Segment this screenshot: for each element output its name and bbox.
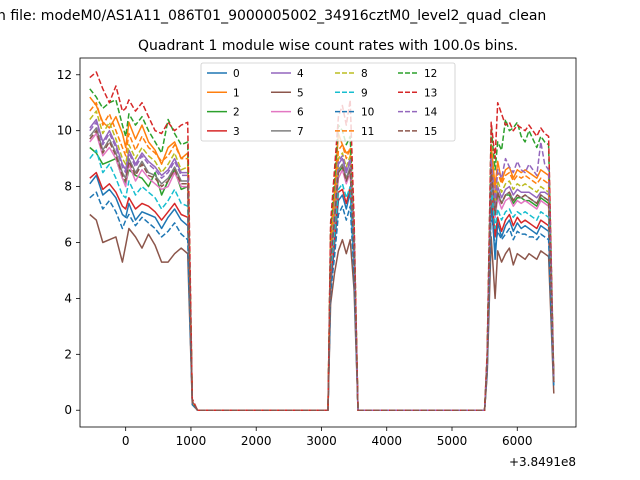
legend-label: 12 — [424, 68, 437, 80]
legend-label: 5 — [297, 87, 304, 99]
y-tick-label: 2 — [64, 347, 72, 361]
legend-label: 11 — [361, 126, 374, 138]
series-line-10 — [89, 191, 555, 411]
legend-label: 7 — [297, 126, 304, 138]
legend-label: 2 — [233, 107, 240, 119]
chart-title: Quadrant 1 module wise count rates with … — [138, 38, 518, 54]
x-tick-label: 0 — [122, 434, 130, 448]
series-line-14 — [89, 121, 555, 411]
series-line-7 — [89, 127, 555, 411]
legend-label: 3 — [233, 126, 240, 138]
legend-label: 10 — [361, 107, 374, 119]
legend-label: 14 — [424, 107, 438, 119]
x-tick-label: 6000 — [502, 434, 533, 448]
y-axis: 0 2 4 6 8 10 12 — [57, 68, 80, 417]
legend-label: 9 — [361, 87, 368, 99]
y-tick-label: 6 — [64, 236, 72, 250]
y-tick-label: 0 — [64, 403, 72, 417]
series-line-3 — [89, 171, 555, 411]
series-line-5 — [89, 213, 555, 411]
x-tick-label: 4000 — [371, 434, 402, 448]
series-line-15 — [89, 129, 555, 411]
legend-label: 4 — [297, 68, 304, 80]
x-offset-label: +3.8491e8 — [509, 455, 576, 469]
legend-label: 15 — [424, 126, 437, 138]
legend-box — [200, 62, 456, 142]
x-tick-label: 1000 — [176, 434, 207, 448]
legend-label: 8 — [361, 68, 368, 80]
x-axis: 0 1000 2000 3000 4000 5000 6000 — [122, 427, 533, 448]
x-tick-label: 2000 — [241, 434, 272, 448]
y-tick-label: 12 — [57, 68, 72, 82]
legend-label: 0 — [233, 68, 240, 80]
legend-label: 1 — [233, 87, 240, 99]
series-line-8 — [89, 110, 555, 411]
legend-label: 6 — [297, 107, 304, 119]
x-tick-label: 3000 — [306, 434, 337, 448]
x-tick-label: 5000 — [437, 434, 468, 448]
legend-label: 13 — [424, 87, 437, 99]
y-tick-label: 10 — [57, 124, 72, 138]
chart-suptitle: n file: modeM0/AS1A11_086T01_9000005002_… — [0, 8, 546, 24]
y-tick-label: 8 — [64, 180, 72, 194]
y-tick-label: 4 — [64, 291, 72, 305]
